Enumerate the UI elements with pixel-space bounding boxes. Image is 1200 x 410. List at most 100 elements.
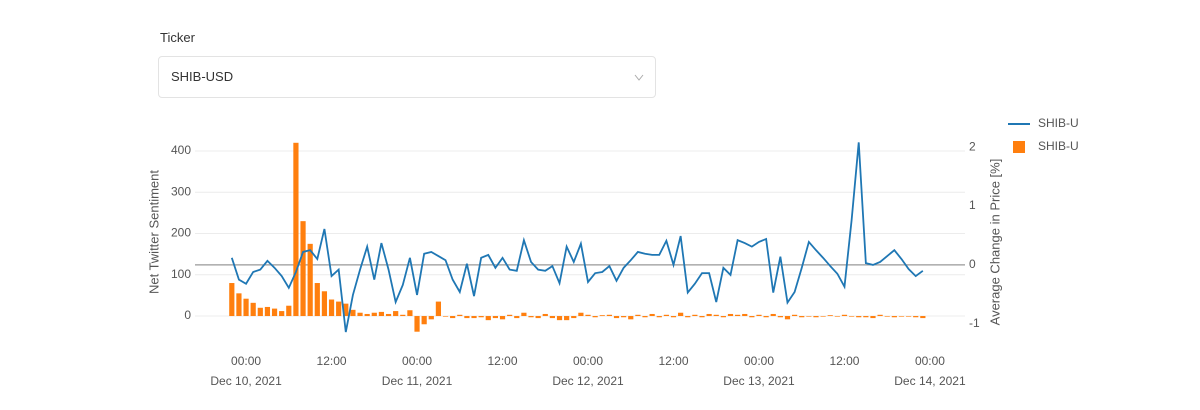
bar — [535, 316, 541, 319]
x-tick-label: Dec 10, 2021 — [210, 374, 282, 388]
bar — [521, 312, 527, 317]
bar — [400, 314, 406, 317]
y2-tick-label: 0 — [969, 257, 976, 271]
bar — [571, 316, 577, 319]
bar — [556, 316, 563, 321]
bar — [799, 316, 805, 318]
bar — [328, 299, 335, 317]
bar — [920, 316, 926, 319]
chevron — [634, 74, 644, 81]
bar — [870, 316, 876, 319]
bar — [599, 315, 605, 317]
bar — [699, 316, 705, 318]
bar — [514, 316, 520, 319]
bar — [357, 312, 363, 317]
bar — [471, 316, 477, 319]
bar — [492, 316, 499, 319]
bar — [670, 316, 677, 318]
x-tick-label: 00:00 — [744, 354, 774, 368]
ticker-label: Ticker — [160, 30, 195, 45]
bar — [820, 316, 826, 317]
y-tick-label: 300 — [171, 184, 191, 198]
bar — [250, 302, 256, 317]
ticker-dropdown[interactable]: SHIB-USD — [158, 56, 656, 98]
x-tick-label: Dec 11, 2021 — [382, 374, 453, 388]
bar — [606, 314, 612, 317]
x-tick-label: Dec 12, 2021 — [552, 374, 624, 388]
bar — [450, 316, 456, 319]
bar — [813, 316, 819, 318]
bar — [528, 316, 534, 318]
bar — [749, 316, 755, 318]
legend-label: SHIB-U — [1038, 139, 1079, 153]
bar — [678, 312, 684, 317]
y2-tick-label: 1 — [969, 198, 976, 212]
x-tick-label: 12:00 — [829, 354, 859, 368]
x-tick-label: 12:00 — [658, 354, 688, 368]
x-tick-label: 00:00 — [402, 354, 432, 368]
y-tick-label: 100 — [171, 267, 191, 281]
bar — [792, 314, 798, 317]
bar — [393, 311, 399, 317]
bar — [849, 316, 855, 317]
bar — [336, 301, 342, 317]
bar — [913, 316, 919, 318]
bar — [279, 311, 285, 317]
bar — [300, 221, 306, 317]
x-tick-label: 00:00 — [573, 354, 603, 368]
bar — [478, 316, 484, 318]
bar — [621, 316, 627, 318]
legend-label: SHIB-U — [1038, 116, 1079, 130]
y-tick-label: 400 — [171, 143, 191, 157]
bar — [891, 316, 897, 318]
bar — [727, 313, 734, 317]
bar — [257, 307, 263, 317]
bar — [578, 312, 584, 317]
bar — [414, 316, 420, 332]
bar — [271, 308, 278, 317]
bar — [229, 283, 235, 317]
bar — [613, 316, 620, 319]
bar — [243, 298, 249, 317]
bar — [834, 316, 840, 317]
bar — [635, 314, 641, 317]
bar — [343, 303, 349, 317]
bar — [713, 314, 719, 317]
bar — [314, 283, 320, 317]
bar — [642, 316, 648, 318]
bar — [735, 314, 741, 317]
bar — [884, 316, 890, 317]
x-tick-label: 12:00 — [317, 354, 347, 368]
bar — [827, 315, 833, 317]
bar — [385, 313, 392, 317]
bar — [841, 314, 848, 317]
bar — [421, 316, 427, 325]
bar — [485, 316, 491, 321]
bar — [378, 311, 385, 317]
x-tick-label: Dec 13, 2021 — [723, 374, 795, 388]
bar — [286, 305, 292, 317]
x-tick-label: Dec 14, 2021 — [894, 374, 966, 388]
y-tick-label: 0 — [184, 308, 191, 322]
y-tick-label: 200 — [171, 226, 191, 240]
bar — [585, 314, 591, 317]
bar — [706, 313, 712, 317]
bar — [685, 316, 691, 318]
bar — [720, 316, 726, 318]
bar — [856, 316, 862, 318]
bar — [877, 314, 883, 317]
line — [230, 142, 924, 333]
bar — [507, 314, 513, 317]
bar — [649, 313, 655, 317]
bar — [549, 316, 555, 319]
bar — [236, 293, 242, 317]
bar — [784, 316, 791, 320]
bar — [499, 316, 506, 320]
bar — [371, 312, 377, 317]
bar — [321, 291, 328, 317]
bar — [756, 314, 762, 317]
bar — [898, 316, 905, 317]
bar — [863, 316, 869, 318]
